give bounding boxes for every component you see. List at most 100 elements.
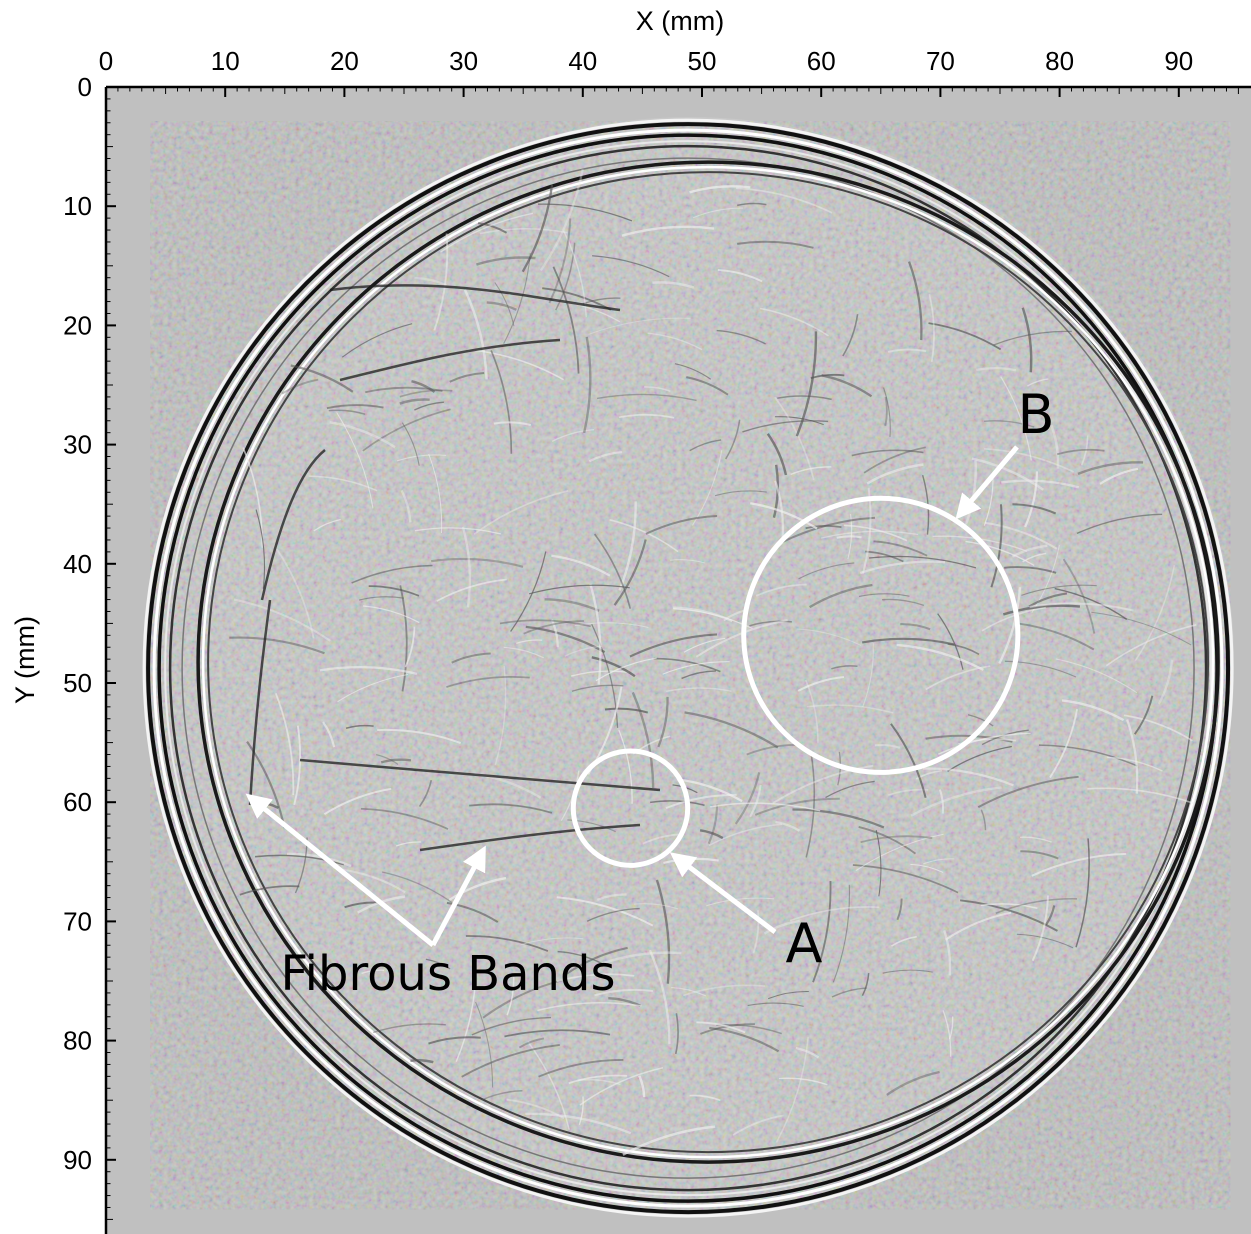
skin-ring (168, 144, 1208, 1192)
tissue-streak (579, 1066, 664, 1106)
tissue-streak (486, 301, 517, 311)
skin-ring (142, 118, 1234, 1218)
tissue-streak (984, 521, 1058, 550)
tissue-streak (967, 714, 994, 727)
tissue-streak (556, 896, 654, 927)
tissue-streak (589, 583, 602, 685)
tissue-streak (671, 986, 707, 997)
tissue-streak (373, 1023, 446, 1034)
tissue-streak (689, 185, 751, 194)
tissue-streak (604, 707, 649, 714)
tissue-streak (928, 322, 1002, 351)
tissue-streak (428, 453, 443, 533)
tissue-streak (645, 514, 718, 535)
tissue-streak (908, 261, 923, 341)
tissue-streak (984, 420, 1035, 428)
tissue-streak (395, 841, 421, 847)
fibrous-bands-arrow-right (430, 845, 486, 947)
tissue-streak (343, 868, 406, 894)
fibrous-band (248, 599, 272, 806)
tissue-streak (737, 202, 767, 207)
tissue-streak (977, 775, 1079, 809)
axes: 0 10 20 30 40 50 60 70 80 90 0102030405060708090 … (10, 6, 1251, 1234)
tissue-streak (290, 364, 354, 393)
region-a-label: A (786, 912, 823, 975)
x-tick-label: 60 (807, 46, 836, 76)
tissue-streak (594, 988, 654, 997)
tissue-streak (328, 409, 366, 415)
tissue-streak (473, 489, 569, 535)
tissue-streak (653, 657, 721, 673)
inner-ring (201, 165, 1215, 1159)
tissue-streak (852, 864, 959, 894)
region-b-label: B (1017, 383, 1054, 446)
tissue-streak (825, 780, 875, 799)
tissue-streak (523, 620, 584, 635)
tissue-streak (798, 562, 855, 580)
x-tick-label: 50 (688, 46, 717, 76)
tissue-streak (618, 729, 633, 804)
tissue-streak (875, 829, 882, 897)
tissue-streak (1016, 933, 1074, 949)
tissue-streak (255, 509, 266, 589)
tissue-streak (638, 1075, 646, 1098)
tissue-streak (410, 1059, 434, 1064)
tissue-streak (399, 585, 408, 692)
region-a-circle (570, 748, 691, 868)
plot-area (106, 87, 1251, 1234)
tissue-streak (980, 903, 1038, 909)
tissue-streak (396, 454, 447, 462)
tissue-streak (851, 449, 924, 457)
region-b-arrow (955, 445, 1019, 520)
tissue-streak (1001, 479, 1080, 489)
tissue-streak (618, 413, 675, 419)
tissue-streak (479, 227, 568, 235)
tissue-streak (754, 797, 840, 816)
fibrous-band (339, 338, 561, 382)
tissue-streak (631, 691, 655, 789)
tissue-streak (710, 802, 821, 812)
tissue-streak (714, 490, 767, 497)
x-tick-label: 70 (926, 46, 955, 76)
tissue-streak (494, 665, 507, 766)
tissue-streak (565, 946, 628, 976)
tissue-streak (922, 858, 955, 865)
fibrous-band (299, 758, 661, 792)
tissue-streak (525, 1112, 632, 1135)
tissue-streak (446, 675, 530, 688)
tissue-streak (463, 289, 488, 380)
tissue-streak (792, 808, 885, 829)
tissue-streak (516, 639, 543, 644)
tissue-streak (1045, 905, 1056, 926)
tissue-streak (960, 899, 1058, 932)
tissue-streak (749, 784, 762, 818)
tissue-streak (662, 661, 730, 675)
tissue-streak (995, 898, 1078, 914)
x-axis-title: X (mm) (636, 6, 724, 36)
annotations: Fibrous Bands A B (245, 383, 1055, 1002)
tissue-streak (1087, 787, 1195, 805)
tissue-streak (276, 548, 315, 639)
fibrous-bands-arrow-left (245, 793, 435, 947)
tissue-streak (865, 550, 904, 563)
tissue-streak (499, 619, 591, 628)
tissue-streak (797, 676, 845, 692)
tissue-streak (555, 242, 576, 311)
tissue-streak (609, 519, 679, 553)
tissue-streak (795, 331, 818, 437)
tissue-streak (644, 386, 671, 392)
tissue-streak (882, 598, 925, 607)
tissue-streak (451, 652, 491, 664)
tissue-streak (465, 935, 549, 952)
fibrous-band (329, 284, 621, 312)
tissue-streak (341, 323, 413, 358)
tissue-streak (1075, 838, 1090, 948)
tissue-streak (648, 949, 671, 1045)
tissue-streak (281, 378, 319, 395)
y-axis-ticks: 0 10 20 30 40 50 60 70 80 90 (63, 72, 116, 1220)
tissue-streak (1021, 307, 1033, 373)
inner-ring (207, 171, 1210, 1154)
tissue-streak (884, 396, 888, 427)
tissue-streak (1004, 660, 1077, 678)
tissue-streak (862, 637, 955, 646)
